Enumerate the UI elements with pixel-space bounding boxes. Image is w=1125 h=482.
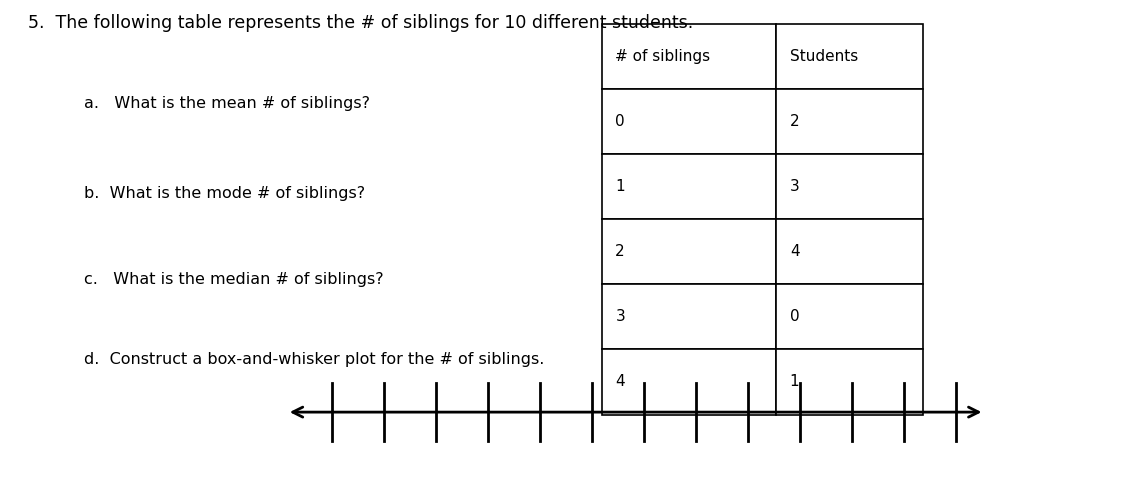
FancyBboxPatch shape <box>602 89 776 154</box>
Text: 0: 0 <box>790 309 800 324</box>
FancyBboxPatch shape <box>602 154 776 219</box>
FancyBboxPatch shape <box>602 349 776 415</box>
Text: 0: 0 <box>615 114 626 129</box>
Text: 2: 2 <box>790 114 800 129</box>
FancyBboxPatch shape <box>776 219 922 284</box>
Text: c.   What is the median # of siblings?: c. What is the median # of siblings? <box>84 272 384 287</box>
FancyBboxPatch shape <box>776 24 922 89</box>
Text: 3: 3 <box>790 179 800 194</box>
FancyBboxPatch shape <box>602 219 776 284</box>
Text: 4: 4 <box>615 375 626 389</box>
FancyBboxPatch shape <box>776 349 922 415</box>
Text: 3: 3 <box>615 309 626 324</box>
FancyBboxPatch shape <box>602 284 776 349</box>
Text: 5.  The following table represents the # of siblings for 10 different students.: 5. The following table represents the # … <box>28 14 693 32</box>
FancyBboxPatch shape <box>602 24 776 89</box>
Text: 4: 4 <box>790 244 800 259</box>
Text: 1: 1 <box>615 179 626 194</box>
Text: d.  Construct a box-and-whisker plot for the # of siblings.: d. Construct a box-and-whisker plot for … <box>84 352 544 367</box>
Text: Students: Students <box>790 49 858 64</box>
Text: 2: 2 <box>615 244 626 259</box>
FancyBboxPatch shape <box>776 284 922 349</box>
FancyBboxPatch shape <box>776 89 922 154</box>
Text: a.   What is the mean # of siblings?: a. What is the mean # of siblings? <box>84 96 370 111</box>
FancyBboxPatch shape <box>776 154 922 219</box>
Text: # of siblings: # of siblings <box>615 49 711 64</box>
Text: b.  What is the mode # of siblings?: b. What is the mode # of siblings? <box>84 186 366 201</box>
Text: 1: 1 <box>790 375 800 389</box>
